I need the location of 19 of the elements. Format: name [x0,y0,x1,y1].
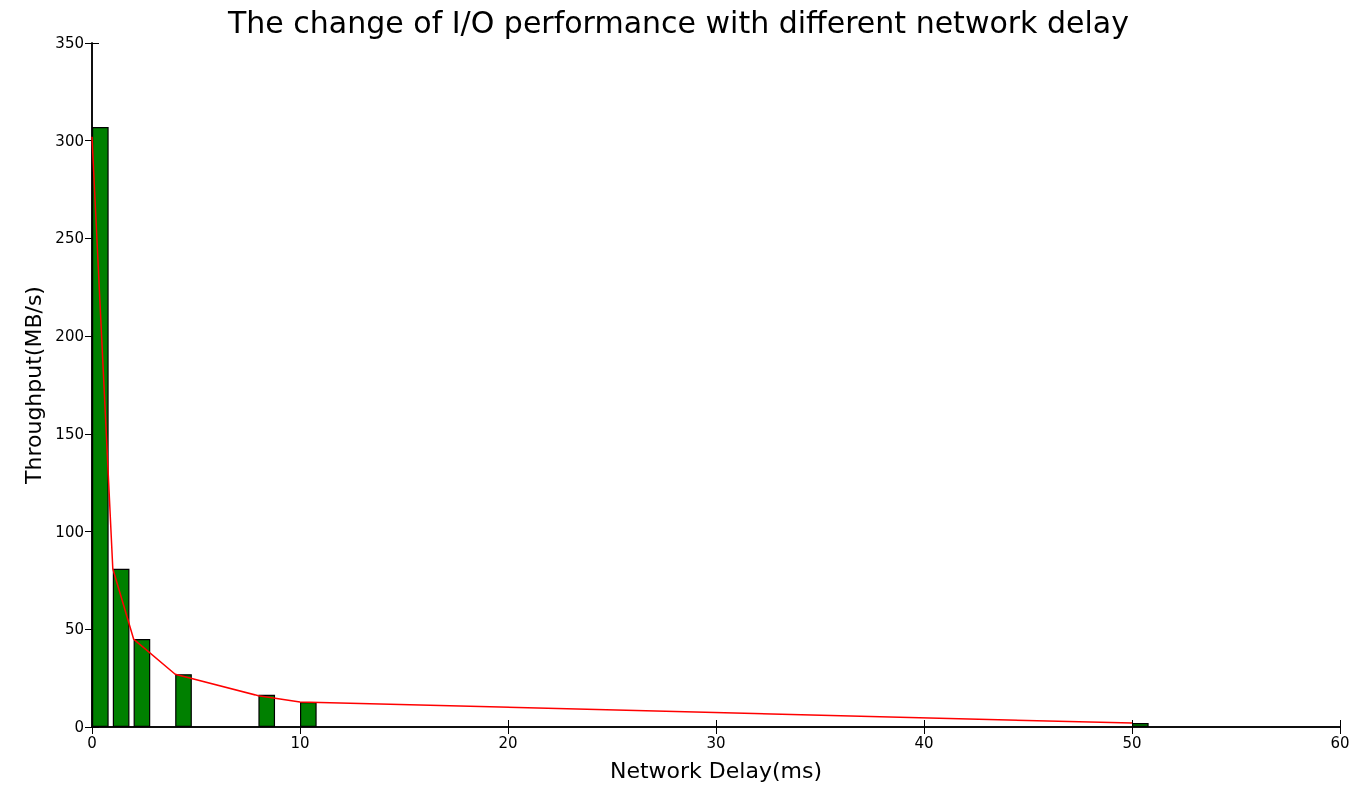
chart-title: The change of I/O performance with different network delay [227,4,1129,40]
x-tick-label: 10 [290,733,310,752]
x-axis-title: Network Delay(ms) [610,757,822,783]
y-tick-label: 200 [55,327,84,346]
x-tick-label: 50 [1122,733,1142,752]
y-tick-label: 350 [55,34,84,52]
x-tick-label: 0 [87,733,97,752]
y-tick-label: 250 [55,229,84,248]
line-series [91,136,1133,724]
y-tick-label: 300 [55,131,84,150]
x-tick-label: 60 [1330,733,1350,752]
x-tick-label: 20 [498,733,518,752]
y-tick-label: 50 [64,620,84,639]
y-axis-title: Throughput(MB/s) [20,286,46,485]
y-tick-label: 100 [55,522,84,541]
y-tick-label: 150 [55,424,84,443]
x-tick-label: 40 [914,733,934,752]
y-tick-label: 0 [74,718,84,736]
x-tick-label: 30 [706,733,726,752]
